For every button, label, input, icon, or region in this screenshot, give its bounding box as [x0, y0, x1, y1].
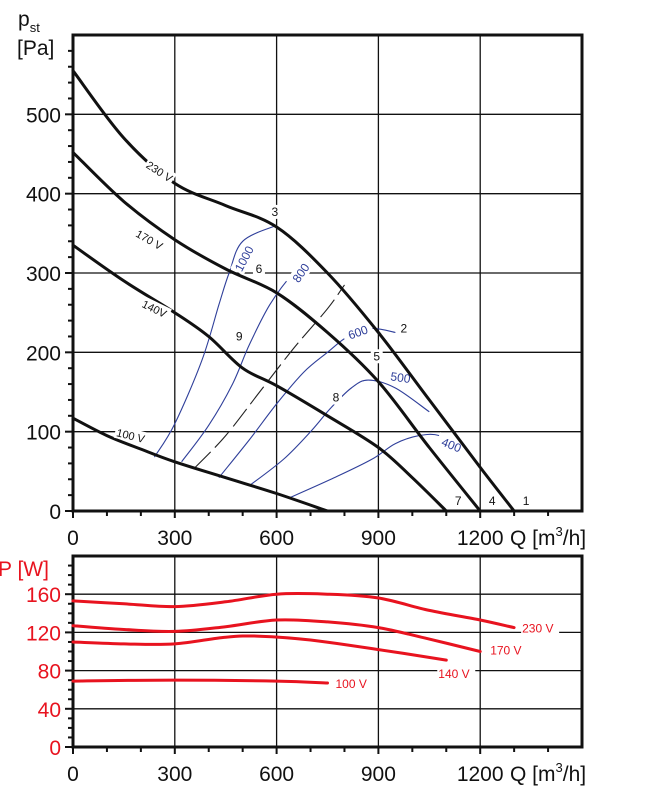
- point-label-background: [397, 321, 410, 336]
- point-label-background: [370, 349, 383, 364]
- y-tick-label: 200: [26, 342, 61, 365]
- iso-label-background: [341, 319, 375, 345]
- power-curve-label: 100 V: [336, 677, 367, 691]
- iso-line-label: 600: [346, 322, 370, 342]
- pressure-curve-100v: [71, 416, 329, 513]
- point-label-background: [252, 262, 265, 276]
- iso-line-label: 500: [390, 369, 412, 386]
- operating-point-label: 4: [489, 494, 496, 508]
- pressure-curve-170v: [71, 150, 482, 513]
- operating-point-label: 8: [333, 391, 340, 405]
- y-tick-label: 100: [26, 422, 61, 445]
- point-label-background: [233, 329, 246, 344]
- y-tick-label: 500: [26, 104, 61, 127]
- operating-point-label: 7: [455, 494, 462, 508]
- power-curve-170v: [71, 618, 482, 653]
- y-tick-label: 300: [26, 263, 61, 286]
- pressure-curve-230v: [71, 69, 516, 513]
- point-label-background: [452, 494, 465, 508]
- iso-label-background: [434, 432, 469, 458]
- point-label-background: [329, 390, 342, 405]
- x-tick-label: 0: [67, 527, 79, 550]
- y-tick-label: 400: [26, 184, 61, 207]
- x-axis-title-power: Q [m3/h]: [510, 760, 586, 786]
- x-tick-label: 900: [361, 763, 396, 786]
- power-curves: [71, 591, 516, 685]
- y-tick-label: 160: [26, 584, 61, 607]
- curve-label-background: [132, 225, 167, 253]
- operating-point-label: 9: [236, 329, 243, 343]
- x-tick-label: 900: [361, 527, 396, 550]
- operating-point-label: 2: [401, 322, 408, 336]
- power-curve-label: 170 V: [490, 644, 521, 658]
- pressure-curve-label: 100 V: [115, 427, 146, 446]
- y-tick-label: 0: [49, 501, 61, 524]
- iso-label-background: [230, 241, 258, 276]
- operating-point-label: 1: [523, 494, 530, 508]
- curve-label-background: [113, 424, 148, 446]
- x-tick-label: 1200: [457, 527, 504, 550]
- power-curve-230v: [71, 591, 516, 630]
- power-curve-label: 230 V: [522, 622, 553, 636]
- power-label-background: [521, 622, 560, 636]
- pressure-curve-140v: [71, 243, 448, 513]
- y-axis-unit-pressure: [Pa]: [17, 37, 54, 60]
- operating-point-label: 5: [373, 349, 380, 363]
- y-tick-label: 80: [38, 661, 61, 684]
- point-label-background: [486, 494, 499, 508]
- x-tick-label: 1200: [457, 763, 504, 786]
- x-tick-label: 300: [157, 527, 192, 550]
- x-tick-label: 0: [67, 763, 79, 786]
- x-tick-label: 300: [157, 763, 192, 786]
- y-axis-title-power: P [W]: [0, 558, 49, 581]
- power-curve-label: 140 V: [438, 667, 469, 681]
- iso-label-background: [285, 256, 316, 290]
- y-tick-label: 40: [38, 699, 61, 722]
- point-label-background: [520, 494, 533, 508]
- power-chart-grid: 0 300 600 900 1200 0 40 80 120 160: [26, 554, 584, 786]
- power-curve-100v: [71, 678, 329, 685]
- power-label-background: [489, 644, 528, 658]
- operating-point-label: 3: [272, 205, 279, 219]
- pressure-chart-grid: 0 300 600 900 1200 0 100 200 300 400 500: [26, 33, 584, 550]
- y-tick-label: 120: [26, 622, 61, 645]
- power-plot-frame: [71, 554, 584, 749]
- x-tick-label: 600: [259, 763, 294, 786]
- power-label-background: [437, 668, 476, 682]
- x-tick-label: 600: [259, 527, 294, 550]
- pressure-chart-labels: 1 2 3 4 5 6 7 8 9: [233, 204, 533, 508]
- system-line: [194, 284, 345, 468]
- power-curve-140v: [71, 634, 448, 662]
- power-label-background: [334, 678, 373, 692]
- x-axis-title-pressure: Q [m3/h]: [510, 524, 586, 550]
- curve-label-background: [137, 295, 172, 322]
- system-resistance-line: [194, 284, 345, 468]
- point-label-background: [268, 204, 281, 219]
- curve-label-background: [142, 156, 177, 186]
- y-tick-label: 0: [49, 737, 61, 760]
- operating-point-label: 6: [256, 262, 263, 276]
- y-axis-title-pressure: pst: [18, 8, 40, 35]
- iso-line-1000: [153, 224, 277, 458]
